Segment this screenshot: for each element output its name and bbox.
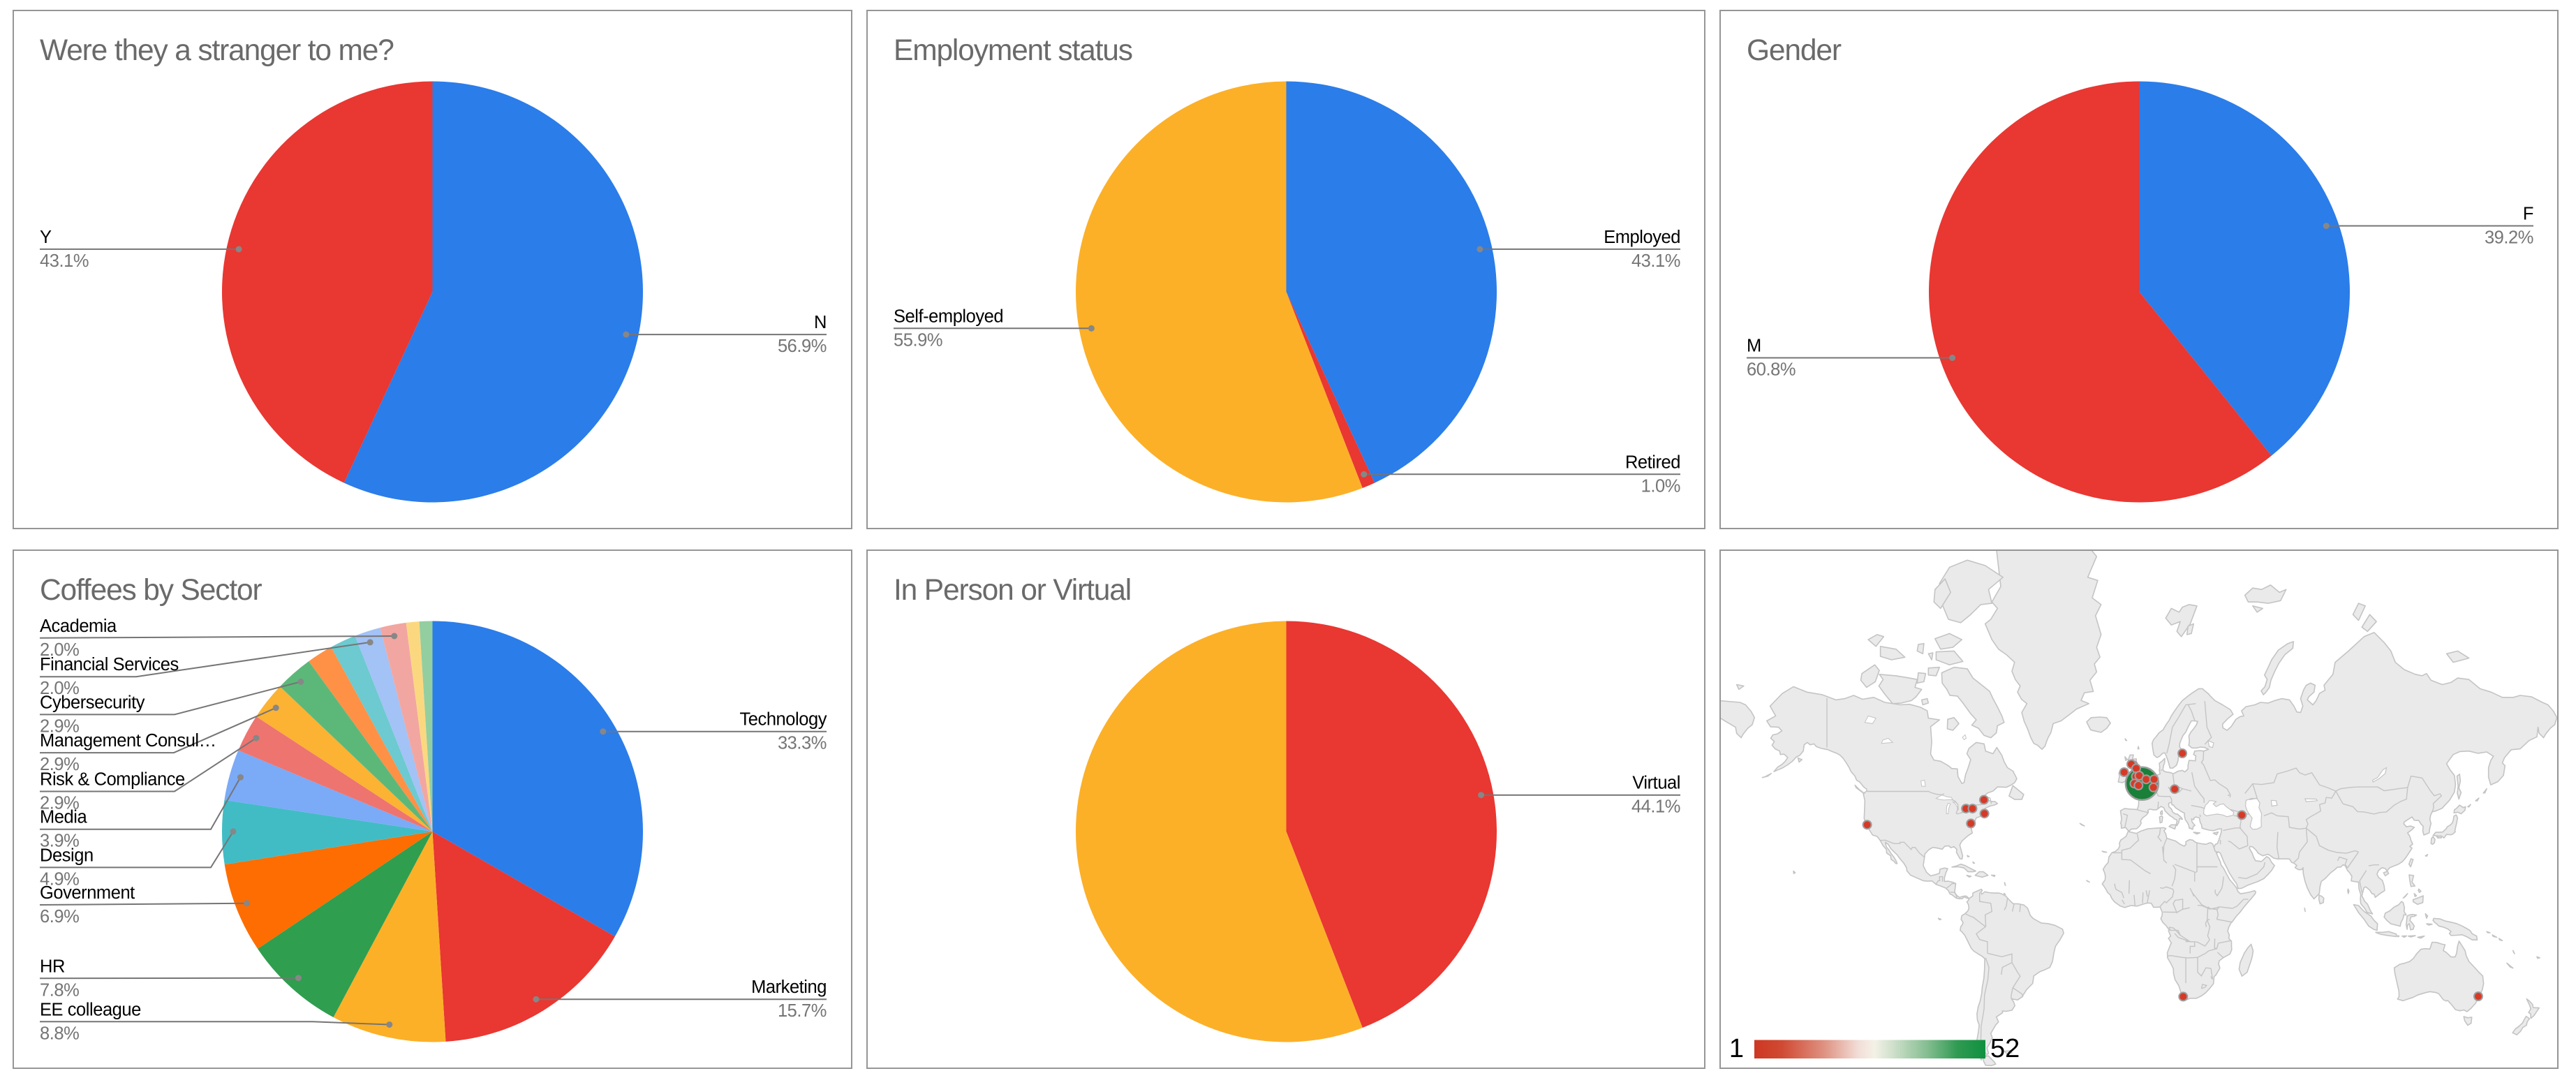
svg-text:Coffees by Sector: Coffees by Sector <box>40 574 262 607</box>
svg-text:EE colleague: EE colleague <box>40 1000 141 1019</box>
svg-text:2.0%: 2.0% <box>40 640 79 660</box>
svg-text:52: 52 <box>1990 1034 2020 1063</box>
svg-text:Gender: Gender <box>1747 34 1842 67</box>
svg-text:Financial Services: Financial Services <box>40 655 179 674</box>
svg-text:1: 1 <box>1729 1034 1744 1063</box>
svg-text:N: N <box>814 313 827 332</box>
svg-text:43.1%: 43.1% <box>1631 251 1680 271</box>
svg-text:Technology: Technology <box>739 710 827 730</box>
svg-text:M: M <box>1747 337 1761 356</box>
svg-text:2.9%: 2.9% <box>40 755 79 774</box>
svg-text:6.9%: 6.9% <box>40 907 79 927</box>
svg-text:Academia: Academia <box>40 617 117 636</box>
svg-text:Were they a stranger to me?: Were they a stranger to me? <box>40 34 394 67</box>
svg-text:33.3%: 33.3% <box>778 734 827 753</box>
svg-text:Self-employed: Self-employed <box>894 307 1003 326</box>
svg-text:Management Consul…: Management Consul… <box>40 731 216 751</box>
svg-text:1.0%: 1.0% <box>1641 476 1680 496</box>
svg-text:Marketing: Marketing <box>751 977 827 997</box>
svg-text:60.8%: 60.8% <box>1747 360 1796 380</box>
svg-text:Design: Design <box>40 846 94 865</box>
svg-text:Cybersecurity: Cybersecurity <box>40 693 145 712</box>
svg-text:3.9%: 3.9% <box>40 832 79 851</box>
svg-text:Risk & Compliance: Risk & Compliance <box>40 770 185 790</box>
svg-text:Virtual: Virtual <box>1632 774 1680 793</box>
svg-text:2.9%: 2.9% <box>40 794 79 813</box>
svg-text:Employed: Employed <box>1604 228 1680 247</box>
svg-text:56.9%: 56.9% <box>778 337 827 356</box>
svg-text:7.8%: 7.8% <box>40 980 79 1000</box>
svg-text:44.1%: 44.1% <box>1631 797 1680 817</box>
svg-text:Retired: Retired <box>1625 452 1680 472</box>
svg-text:2.0%: 2.0% <box>40 679 79 698</box>
svg-text:43.1%: 43.1% <box>40 251 89 271</box>
svg-text:55.9%: 55.9% <box>894 330 942 350</box>
svg-text:15.7%: 15.7% <box>778 1001 827 1021</box>
svg-text:8.8%: 8.8% <box>40 1024 79 1043</box>
svg-text:39.2%: 39.2% <box>2485 228 2533 248</box>
svg-text:2.9%: 2.9% <box>40 716 79 736</box>
svg-text:Y: Y <box>40 228 52 247</box>
svg-text:Employment status: Employment status <box>894 34 1132 67</box>
svg-text:4.9%: 4.9% <box>40 869 79 889</box>
svg-text:F: F <box>2523 205 2533 224</box>
svg-text:Media: Media <box>40 808 87 827</box>
svg-text:In Person or Virtual: In Person or Virtual <box>894 574 1131 607</box>
svg-text:HR: HR <box>40 957 65 976</box>
svg-text:Government: Government <box>40 883 135 903</box>
